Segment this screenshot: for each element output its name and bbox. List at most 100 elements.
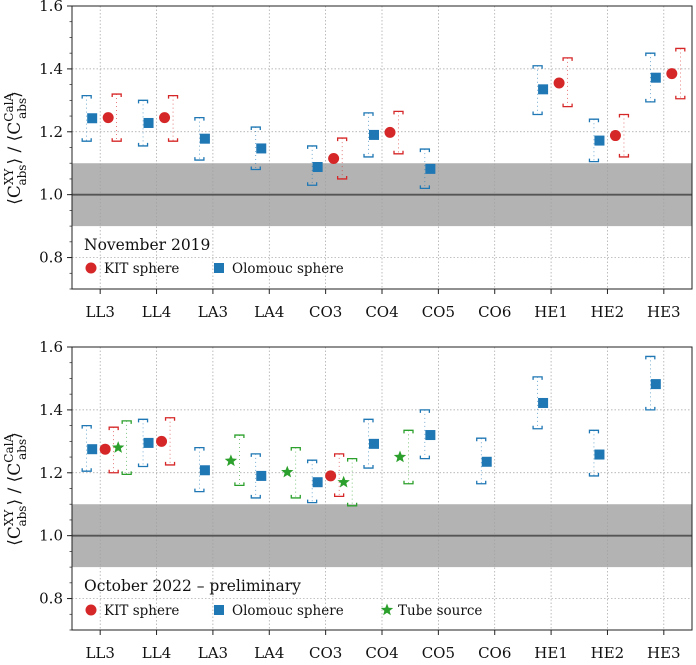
error-cap-lower bbox=[645, 98, 656, 103]
data-point bbox=[384, 126, 396, 138]
data-point bbox=[425, 163, 436, 174]
x-tick-label: CO6 bbox=[478, 303, 511, 321]
error-cap-lower bbox=[194, 488, 205, 493]
y-tick-label: 1.2 bbox=[39, 464, 63, 482]
error-cap-lower bbox=[137, 463, 149, 468]
x-tick-label: LL3 bbox=[85, 644, 114, 662]
error-cap-upper bbox=[137, 99, 149, 104]
data-point bbox=[553, 77, 565, 89]
data-point bbox=[112, 441, 125, 453]
error-cap-lower bbox=[250, 166, 261, 171]
error-cap-lower bbox=[675, 95, 686, 100]
error-cap-lower bbox=[346, 502, 358, 507]
y-tick-label: 1.4 bbox=[39, 401, 63, 419]
x-tick-label: HE2 bbox=[591, 303, 625, 321]
grid bbox=[72, 346, 692, 630]
data-point bbox=[393, 450, 407, 463]
data-point bbox=[594, 135, 605, 146]
error-cap-lower bbox=[167, 138, 179, 142]
legend-label-tube: Tube source bbox=[398, 603, 482, 619]
x-tick-label: HE1 bbox=[534, 303, 568, 321]
error-cap-upper bbox=[250, 453, 261, 457]
legend-label-olomouc: Olomouc sphere bbox=[232, 261, 344, 277]
x-tick-label: LL3 bbox=[85, 303, 114, 321]
error-cap-upper bbox=[290, 446, 301, 451]
data-point bbox=[224, 454, 238, 467]
error-cap-lower bbox=[645, 406, 656, 411]
error-cap-upper bbox=[121, 420, 132, 424]
error-cap-upper bbox=[363, 112, 374, 116]
error-cap-lower bbox=[363, 153, 374, 158]
data-point bbox=[87, 113, 98, 124]
data-point bbox=[159, 112, 171, 124]
data-point bbox=[256, 470, 267, 481]
series-kit-sphere bbox=[99, 417, 345, 498]
data-point bbox=[538, 397, 549, 408]
error-cap-lower bbox=[234, 482, 245, 487]
y-tick-label: 0.8 bbox=[39, 590, 63, 608]
error-cap-lower bbox=[121, 471, 132, 475]
data-point bbox=[312, 161, 323, 172]
series-olomouc-sphere bbox=[81, 355, 661, 504]
y-axis-label: ⟨CXYabs⟩ / ⟨CCalAabs⟩ bbox=[2, 432, 29, 546]
legend-title: November 2019 bbox=[84, 236, 210, 254]
x-tick-label: CO3 bbox=[309, 644, 342, 662]
error-cap-lower bbox=[81, 468, 92, 472]
error-cap-lower bbox=[164, 461, 176, 466]
error-cap-lower bbox=[403, 480, 414, 485]
y-axis-label: ⟨CXYabs⟩ / ⟨CCalAabs⟩ bbox=[2, 91, 29, 205]
legend-title: October 2022 – preliminary bbox=[84, 577, 301, 595]
x-tick-label: HE2 bbox=[591, 644, 625, 662]
error-cap-lower bbox=[250, 494, 261, 499]
x-tick-label: HE3 bbox=[647, 303, 681, 321]
error-cap-upper bbox=[234, 434, 245, 439]
error-cap-lower bbox=[111, 138, 122, 142]
x-tick-label: CO4 bbox=[365, 644, 398, 662]
x-tick-label: CO5 bbox=[422, 644, 455, 662]
series-tube-source bbox=[112, 420, 414, 507]
legend-label-olomouc: Olomouc sphere bbox=[232, 603, 344, 619]
x-tick-label: LA3 bbox=[198, 644, 228, 662]
error-cap-lower bbox=[476, 480, 487, 485]
series-olomouc-sphere bbox=[81, 52, 661, 190]
error-cap-upper bbox=[250, 126, 261, 131]
y-tick-label: 1.6 bbox=[39, 0, 63, 15]
data-point bbox=[425, 430, 436, 441]
error-cap-lower bbox=[588, 158, 600, 163]
error-cap-upper bbox=[419, 148, 431, 153]
data-point bbox=[538, 84, 549, 95]
svg-text:⟨CXYabs⟩ / ⟨CCalAabs⟩: ⟨CXYabs⟩ / ⟨CCalAabs⟩ bbox=[2, 432, 29, 546]
legend-marker-olomouc bbox=[214, 605, 224, 615]
data-point bbox=[99, 443, 111, 455]
plot-area: 0.8 1.0 1.2 1.4 1.6 LL3 LL4 LA3 LA4 CO3 CO4 CO5 CO6 H… bbox=[39, 0, 693, 321]
error-cap-upper bbox=[111, 93, 122, 98]
error-cap-lower bbox=[306, 499, 318, 504]
y-tick-label: 1.0 bbox=[39, 186, 63, 204]
data-point bbox=[281, 465, 294, 478]
legend-marker-kit bbox=[85, 262, 97, 274]
panel-november-2019: ⟨CXYabs⟩ / ⟨CCalAabs⟩ 0.8 1.0 1.2 1.4 1.6 LL3… bbox=[2, 0, 693, 321]
y-tick-label: 0.8 bbox=[39, 249, 63, 267]
error-cap-lower bbox=[333, 493, 345, 498]
error-cap-upper bbox=[333, 453, 345, 457]
error-cap-upper bbox=[645, 355, 656, 360]
legend-label-kit: KIT sphere bbox=[104, 603, 179, 619]
x-tick-label: LA4 bbox=[254, 644, 284, 662]
series-kit-sphere bbox=[102, 47, 686, 180]
error-cap-lower bbox=[108, 469, 119, 474]
plot-area: 0.8 1.0 1.2 1.4 1.6 LL3 LL4 LA3 LA4 CO3 CO4 CO5 CO6 H… bbox=[39, 338, 693, 662]
data-point bbox=[199, 133, 210, 144]
legend-label-kit: KIT sphere bbox=[104, 261, 179, 277]
x-tick-label: CO6 bbox=[478, 644, 511, 662]
legend: October 2022 – preliminary KIT sphere Ol… bbox=[84, 577, 482, 619]
error-cap-upper bbox=[532, 65, 543, 69]
error-cap-lower bbox=[137, 142, 149, 147]
data-point bbox=[328, 153, 340, 165]
grid bbox=[72, 5, 692, 289]
error-cap-upper bbox=[532, 376, 543, 380]
error-cap-lower bbox=[393, 150, 404, 155]
x-tick-label: CO4 bbox=[365, 303, 398, 321]
error-cap-lower bbox=[588, 472, 600, 477]
data-point bbox=[650, 72, 661, 83]
x-tick-label: LL4 bbox=[142, 644, 171, 662]
